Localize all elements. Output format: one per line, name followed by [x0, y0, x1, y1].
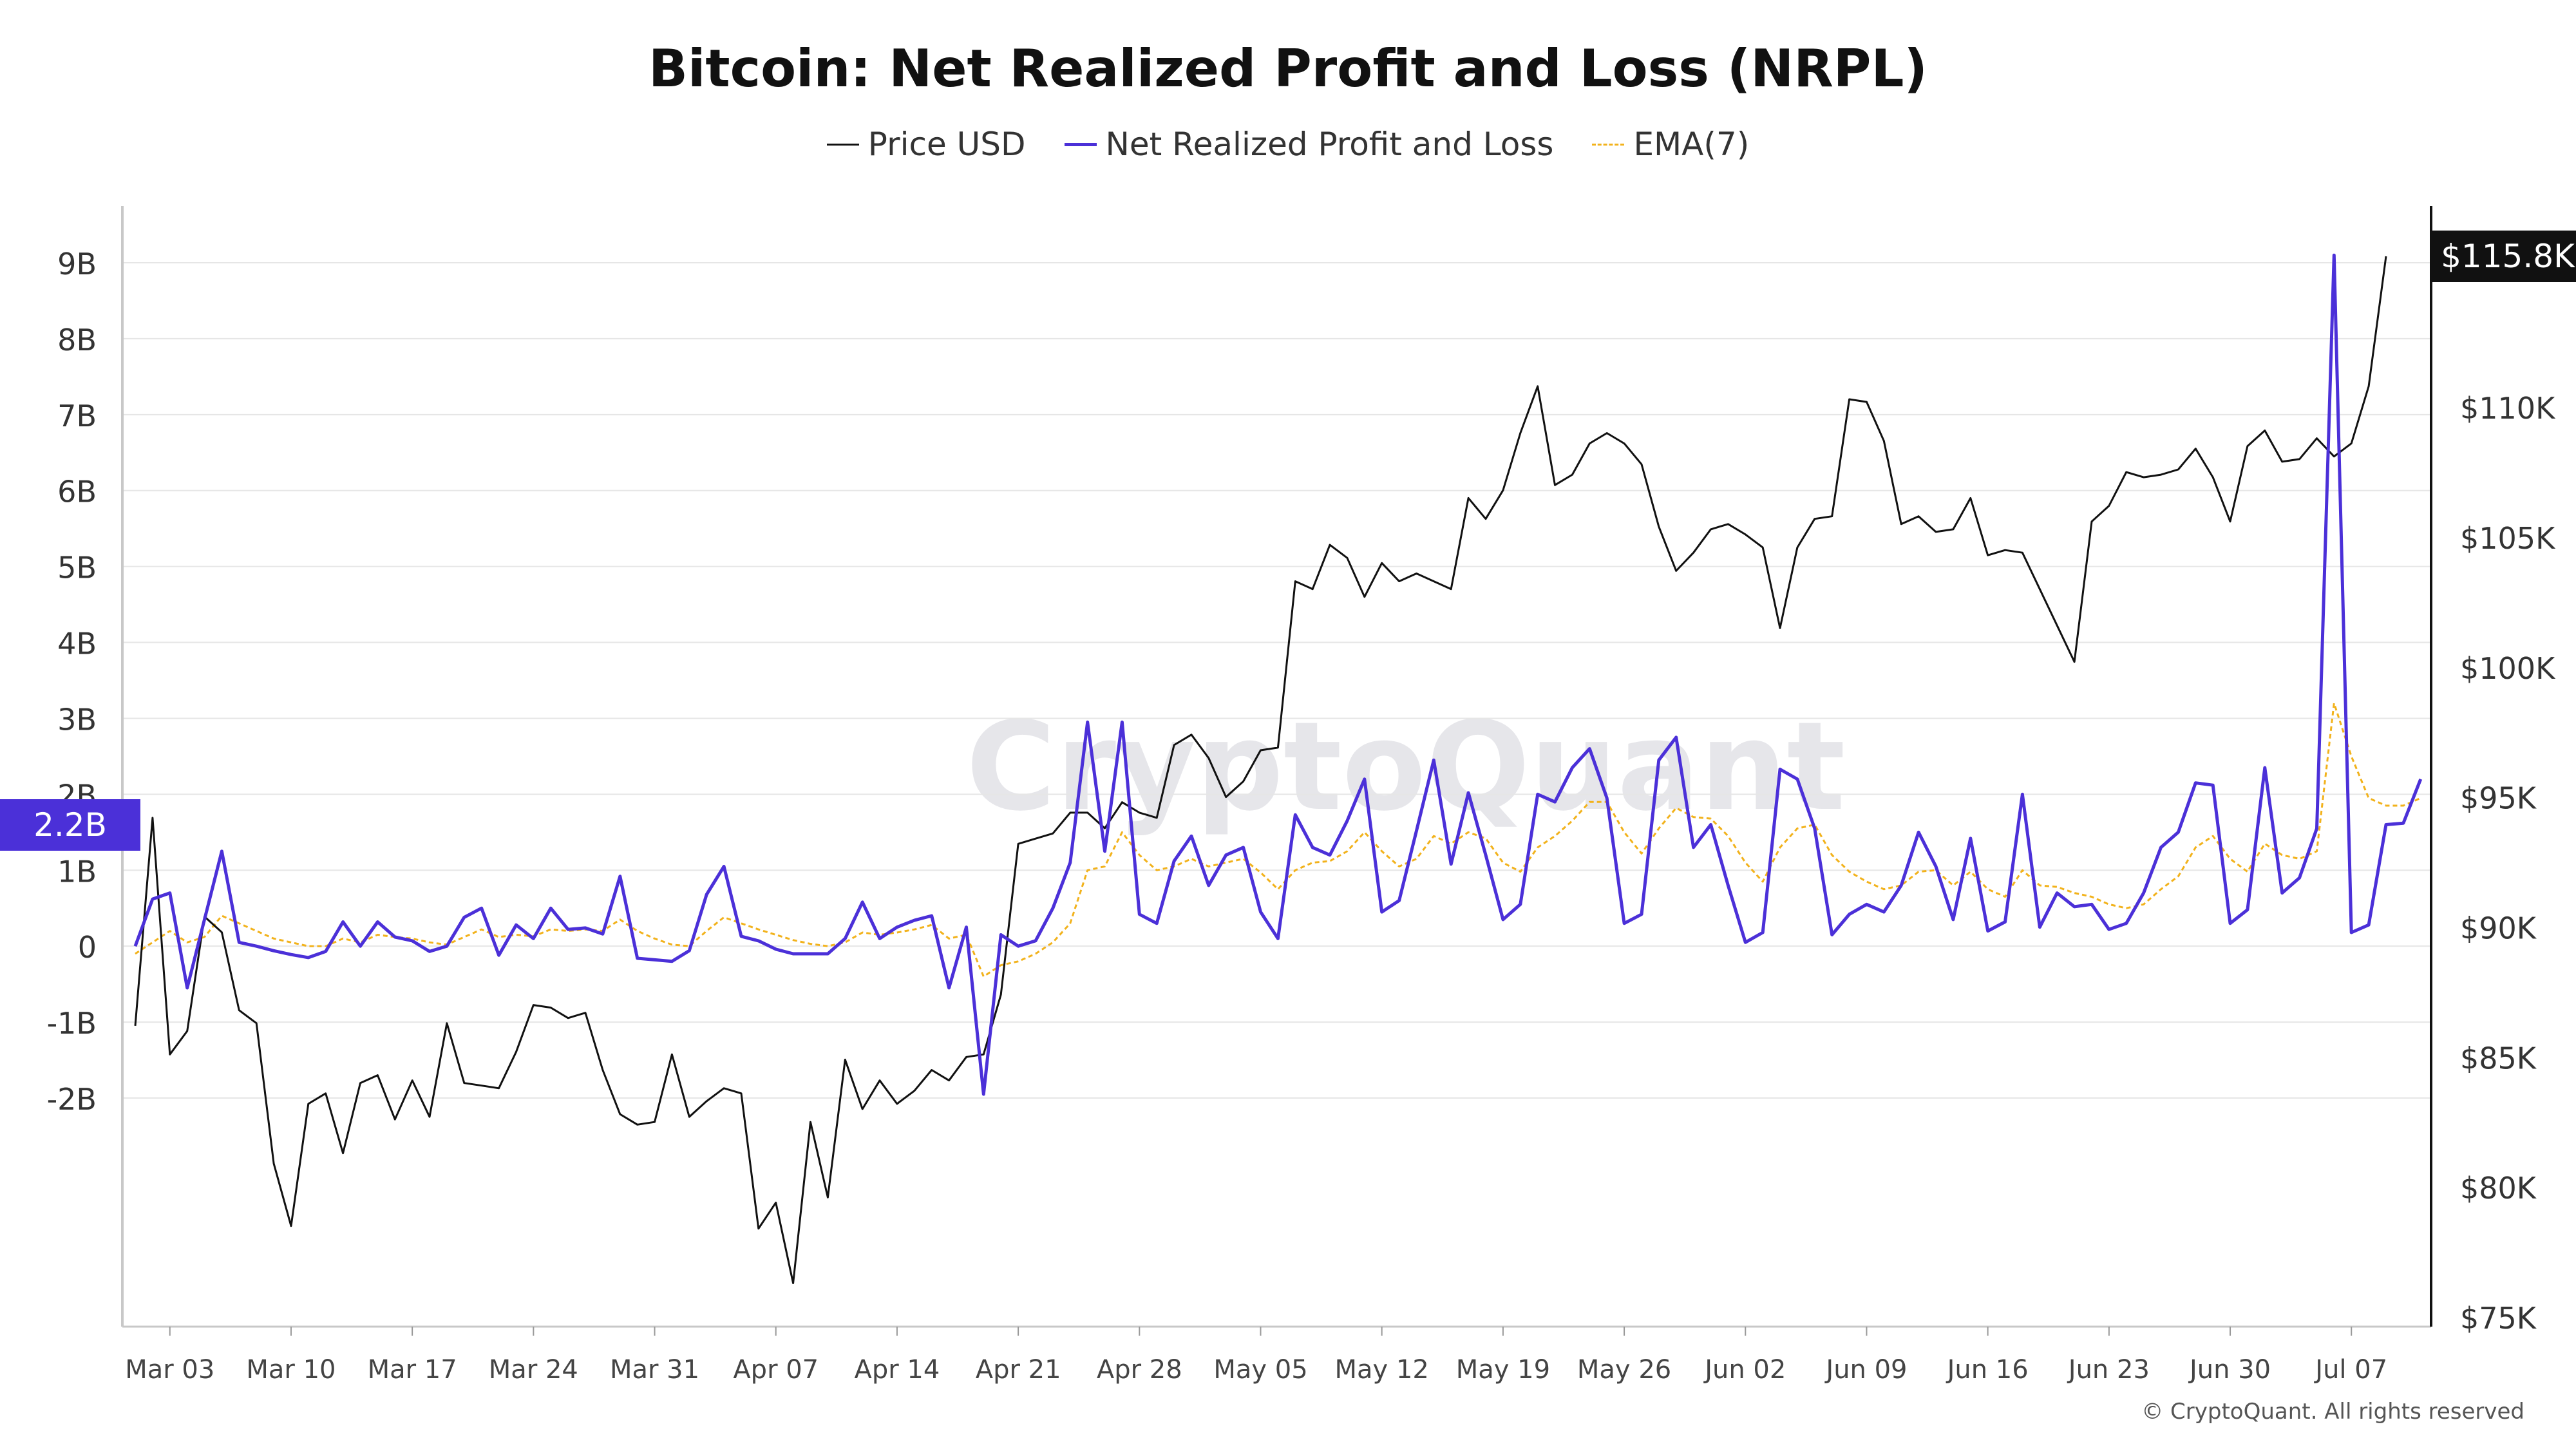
- x-axis-tick-label: Mar 24: [489, 1355, 578, 1385]
- legend-item-nrpl[interactable]: Net Realized Profit and Loss: [1064, 126, 1554, 163]
- x-axis-tick-label: Mar 03: [125, 1355, 214, 1385]
- right-axis-tick-label: $85K: [2460, 1041, 2537, 1075]
- left-axis-tick-label: -2B: [47, 1082, 97, 1117]
- right-axis-tick-label: $105K: [2460, 521, 2556, 556]
- left-axis-tick-label: 7B: [57, 399, 97, 433]
- x-axis-tick-label: Apr 28: [1097, 1355, 1182, 1385]
- legend-item-price[interactable]: Price USD: [826, 126, 1026, 163]
- chart-title: Bitcoin: Net Realized Profit and Loss (N…: [649, 39, 1927, 99]
- legend: Price USD Net Realized Profit and Loss E…: [0, 126, 2576, 163]
- right-axis-tick-label: $75K: [2460, 1301, 2537, 1336]
- x-axis-tick-label: Mar 17: [368, 1355, 457, 1385]
- left-axis-tick-label: 9B: [57, 247, 97, 281]
- x-axis-tick-label: May 26: [1577, 1355, 1671, 1385]
- x-axis-tick-label: Jun 02: [1703, 1355, 1786, 1385]
- x-axis-tick-label: Mar 10: [246, 1355, 336, 1385]
- x-axis-tick-label: Jul 07: [2313, 1355, 2387, 1385]
- legend-label-nrpl: Net Realized Profit and Loss: [1105, 126, 1554, 163]
- x-axis-tick-label: Jun 09: [1824, 1355, 1907, 1385]
- x-axis-tick-label: Jun 16: [1946, 1355, 2029, 1385]
- watermark: CryptoQuant: [966, 696, 1846, 838]
- x-axis-tick-label: May 19: [1456, 1355, 1550, 1385]
- x-axis-tick-label: Mar 31: [610, 1355, 699, 1385]
- copyright-text: © CryptoQuant. All rights reserved: [2141, 1399, 2524, 1425]
- right-axis-tick-label: $90K: [2460, 911, 2537, 945]
- right-axis-tick-label: $100K: [2460, 651, 2556, 686]
- x-axis-tick-label: May 12: [1335, 1355, 1429, 1385]
- nrpl-series-line: [133, 253, 2423, 1096]
- price-last-value-badge: $115.8K: [2431, 231, 2576, 282]
- legend-swatch-ema: [1592, 143, 1625, 146]
- left-axis-tick-label: 5B: [57, 551, 97, 585]
- legend-label-price: Price USD: [867, 126, 1026, 163]
- left-axis-tick-label: 0: [78, 930, 97, 965]
- x-axis-tick-label: Apr 21: [976, 1355, 1061, 1385]
- right-axis-tick-label: $95K: [2460, 781, 2537, 816]
- right-axis-tick-label: $80K: [2460, 1171, 2537, 1206]
- x-axis-tick-label: May 05: [1213, 1355, 1307, 1385]
- legend-swatch-nrpl: [1064, 142, 1097, 146]
- legend-label-ema: EMA(7): [1633, 126, 1750, 163]
- left-axis-tick-label: 8B: [57, 323, 97, 357]
- left-axis-tick-label: 1B: [57, 854, 97, 889]
- right-axis-tick-label: $110K: [2460, 391, 2556, 426]
- x-axis-tick-label: Jun 30: [2188, 1355, 2271, 1385]
- x-axis-tick-label: Jun 23: [2067, 1355, 2150, 1385]
- legend-swatch-price: [826, 143, 859, 146]
- legend-item-ema[interactable]: EMA(7): [1592, 126, 1749, 163]
- left-axis-tick-label: 4B: [57, 627, 97, 661]
- x-axis-tick-label: Apr 07: [733, 1355, 819, 1385]
- left-axis-tick-label: 6B: [57, 475, 97, 509]
- x-axis-tick-label: Apr 14: [855, 1355, 940, 1385]
- nrpl-last-value-badge: 2.2B: [0, 799, 140, 851]
- ema7-series-line: [135, 702, 2421, 978]
- price-usd-series-line: [134, 256, 2387, 1284]
- left-axis-tick-label: 3B: [57, 702, 97, 737]
- left-axis-tick-label: -1B: [47, 1006, 97, 1041]
